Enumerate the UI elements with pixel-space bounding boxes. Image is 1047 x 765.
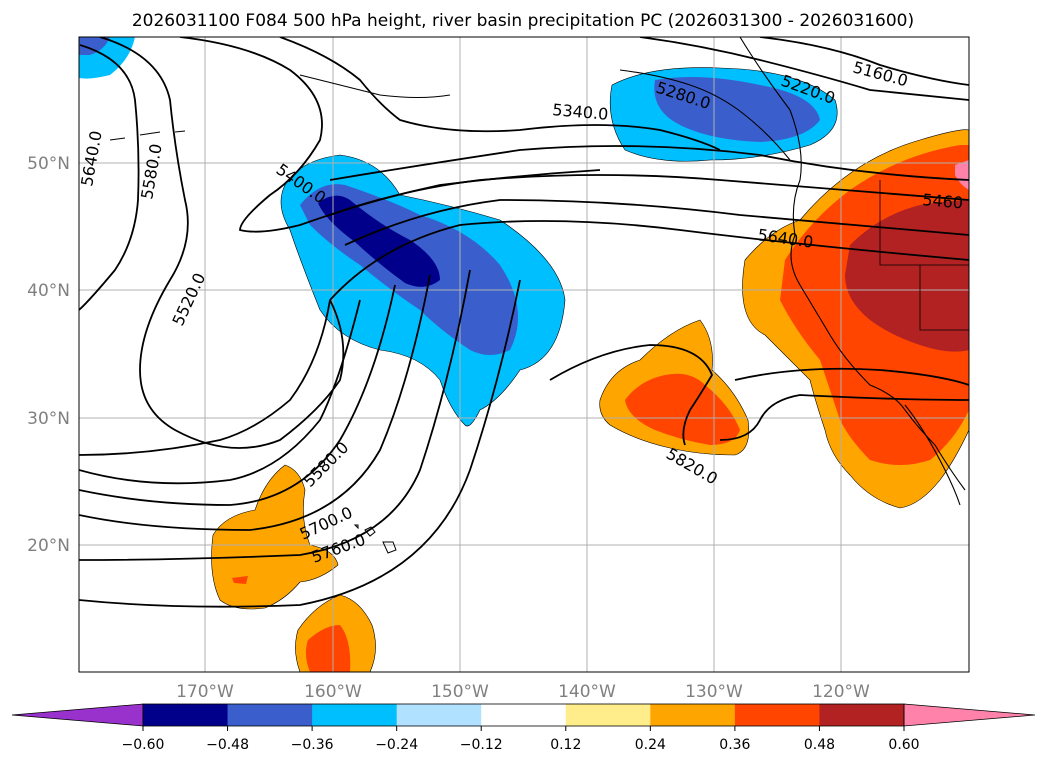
lon-label: 140°W: [558, 682, 616, 702]
contour-5640-left: [79, 44, 140, 311]
coastlines: [109, 37, 969, 554]
anomaly-fill-us-plus-048: [845, 200, 969, 352]
colorbar-label: −0.36: [291, 737, 334, 753]
colorbar-label: 0.36: [719, 737, 750, 753]
colorbar-cell: [650, 704, 736, 726]
contour-5220: [639, 37, 969, 101]
colorbar-cell: [734, 704, 820, 726]
state-borders: [879, 180, 969, 331]
baja-line: [904, 404, 961, 506]
contour-5460: [329, 145, 969, 181]
contour-5880-east: [734, 367, 969, 386]
map-frame: [78, 36, 970, 673]
longitude-labels: 170°W 160°W 150°W 140°W 130°W 120°W: [176, 682, 870, 702]
map-title: 2026031100 F084 500 hPa height, river ba…: [132, 11, 914, 31]
hawaii-islands: [353, 524, 397, 554]
colorbar-ticks: [142, 726, 905, 731]
anomaly-fill-us-plus-060: [955, 160, 969, 190]
positive-anomaly-region-mid-pacific: [599, 319, 749, 456]
lat-label: 50°N: [27, 154, 70, 174]
contour-5520: [99, 37, 345, 449]
anomaly-fill-level-minus-048: [318, 195, 440, 287]
colorbar-cell: [819, 704, 905, 726]
colorbar-extend-high: [903, 703, 1036, 727]
contour-5760-lower: [79, 274, 431, 531]
colorbar-cell: [481, 704, 567, 726]
contour-label: 5460: [922, 190, 964, 212]
colorbar-label: −0.24: [375, 737, 418, 753]
colorbar-labels: −0.60 −0.48 −0.36 −0.24 −0.12 0.12 0.24 0.36 0.4…: [122, 737, 920, 753]
lat-label: 20°N: [27, 536, 70, 556]
contour-5820-mid: [549, 344, 714, 446]
colorbar-cell: [396, 704, 482, 726]
contour-5700-upper: [329, 220, 969, 301]
colorbar-extend-low: [11, 703, 144, 727]
anomaly-fill-corner-minus-036: [79, 37, 110, 55]
colorbar-label: −0.12: [460, 737, 503, 753]
anomaly-fill-mid-plus-036: [625, 373, 740, 445]
colorbar-label: 0.60: [888, 737, 919, 753]
west-coast-line: [739, 37, 966, 491]
aleutian-line: [299, 74, 451, 99]
anomaly-fill-south-plus-036: [305, 625, 351, 672]
colorbar-label: −0.60: [122, 737, 165, 753]
colorbar-label: 0.24: [635, 737, 666, 753]
contour-5160: [759, 37, 969, 86]
colorbar-cell: [227, 704, 313, 726]
contour-5700-lower: [79, 284, 396, 506]
colorbar-cell: [312, 704, 398, 726]
graticule: [79, 37, 969, 672]
colorbar-border: [142, 703, 905, 727]
contour-5880-lower: [79, 279, 521, 608]
lon-label: 130°W: [685, 682, 743, 702]
contour-5820-lower: [79, 269, 471, 561]
contour-5640-upper: [344, 199, 969, 246]
lat-label: 30°N: [27, 409, 70, 429]
contour-5340: [279, 37, 721, 151]
contour-5580-lower: [79, 299, 331, 456]
latitude-labels: 50°N 40°N 30°N 20°N: [27, 154, 70, 556]
colorbar-cell: [565, 704, 651, 726]
contour-5400: [179, 37, 601, 233]
aleutian-islands: [109, 130, 186, 141]
colorbar-label: −0.48: [206, 737, 249, 753]
lon-label: 150°W: [431, 682, 489, 702]
colorbar: −0.60 −0.48 −0.36 −0.24 −0.12 0.12 0.24 0.36 0.4…: [11, 703, 1036, 753]
alaska-coast-line: [619, 69, 791, 161]
lon-label: 120°W: [812, 682, 870, 702]
positive-anomaly-region-hawaii: [211, 464, 376, 672]
contour-5580-upper: [329, 174, 969, 216]
contour-5820-east: [719, 394, 969, 441]
contour-label: 5340.0: [552, 100, 609, 124]
lon-label: 160°W: [304, 682, 362, 702]
colorbar-label: 0.48: [804, 737, 835, 753]
colorbar-cells: [11, 703, 1036, 727]
lat-label: 40°N: [27, 281, 70, 301]
contour-5640-lower: [79, 299, 361, 485]
anomaly-fill-hawaii-plus-036: [232, 576, 248, 584]
lon-label: 170°W: [176, 682, 234, 702]
height-contours: [79, 37, 969, 608]
colorbar-label: 0.12: [550, 737, 581, 753]
colorbar-cell: [143, 704, 229, 726]
positive-anomaly-region-us: [742, 129, 969, 509]
map-panel: 5160.0 5220.0 5280.0 5340.0 5400.0 5460 …: [27, 36, 970, 702]
